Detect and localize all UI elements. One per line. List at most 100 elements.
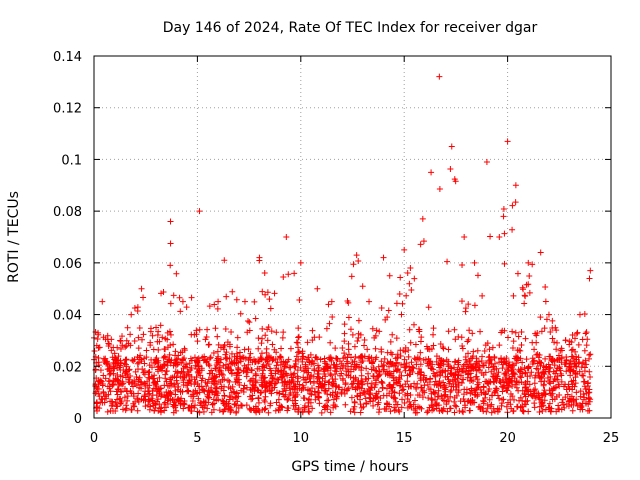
data-point [224,339,231,346]
data-point [194,338,201,345]
data-point [562,337,569,344]
data-point [122,374,129,381]
data-point [387,359,394,366]
data-point [521,300,528,307]
data-point [301,367,308,374]
data-point [439,344,446,351]
data-point [502,385,509,392]
data-point [462,356,469,363]
data-point [522,293,529,300]
data-point [451,326,458,333]
data-point [187,355,194,362]
data-point [580,372,587,379]
data-point [326,356,333,363]
data-point [581,368,588,375]
data-point [579,336,586,343]
data-point [433,358,440,365]
data-point [335,384,342,391]
data-point [188,365,195,372]
data-point [580,396,587,403]
data-point [282,359,289,366]
data-point [553,393,560,400]
data-point [170,292,177,299]
data-point [387,338,394,345]
data-point [212,381,219,388]
data-point [342,363,349,370]
data-point [167,262,174,269]
data-point [581,347,588,354]
data-point [314,378,321,385]
data-point [212,325,219,332]
data-point [197,372,204,379]
data-point [105,365,112,372]
data-point [505,384,512,391]
data-point [135,334,142,341]
data-point [486,346,493,353]
data-point [403,363,410,370]
data-point [186,360,193,367]
data-point [477,386,484,393]
data-point [392,355,399,362]
data-point [199,354,206,361]
data-point [525,259,532,266]
data-point [196,208,203,215]
data-point [165,389,172,396]
data-point [269,384,276,391]
data-point [262,291,269,298]
data-point [574,329,581,336]
data-point [378,358,385,365]
data-point [494,392,501,399]
data-point [99,298,106,305]
data-point [430,331,437,338]
data-point [427,358,434,365]
data-point [344,354,351,361]
data-point [206,370,213,377]
data-point [348,394,355,401]
data-point [242,355,249,362]
data-point [418,369,425,376]
data-point [185,368,192,375]
data-point [157,385,164,392]
data-point [131,403,138,410]
data-point [414,403,421,410]
data-point [375,409,382,416]
data-point [415,365,422,372]
data-point [543,316,550,323]
data-point [215,341,222,348]
data-point [148,373,155,380]
data-point [134,304,141,311]
data-point [234,334,241,341]
data-point [513,378,520,385]
data-point [96,393,103,400]
data-point [423,376,430,383]
data-point [140,294,147,301]
data-point [135,390,142,397]
data-point [96,344,103,351]
data-point [169,396,176,403]
data-point [312,391,319,398]
data-point [527,372,534,379]
data-point [433,382,440,389]
data-point [294,373,301,380]
data-point [304,374,311,381]
data-point [152,356,159,363]
data-point [361,391,368,398]
data-point [533,365,540,372]
data-point [177,388,184,395]
data-point [292,389,299,396]
data-point [540,382,547,389]
data-point [100,372,107,379]
data-point [342,401,349,408]
data-point [262,332,269,339]
data-point [475,366,482,373]
data-point [541,378,548,385]
data-point [123,402,130,409]
data-point [214,348,221,355]
data-point [154,359,161,366]
data-point [263,382,270,389]
data-point [406,280,413,287]
data-point [547,373,554,380]
data-point [414,370,421,377]
data-point [188,294,195,301]
data-point [541,325,548,332]
